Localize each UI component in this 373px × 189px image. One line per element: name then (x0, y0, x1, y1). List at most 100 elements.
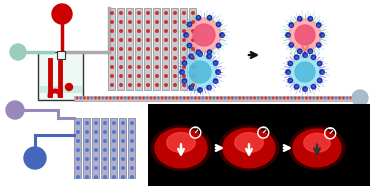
Bar (108, 8, 115, 90)
Circle shape (147, 48, 149, 50)
Circle shape (165, 57, 167, 59)
Bar (183, 61, 186, 64)
Circle shape (128, 97, 129, 99)
Circle shape (129, 57, 131, 59)
Circle shape (102, 97, 104, 99)
Circle shape (120, 75, 122, 77)
Bar (216, 70, 219, 74)
Circle shape (269, 97, 270, 99)
Bar (189, 55, 192, 58)
Circle shape (87, 97, 89, 99)
Circle shape (95, 158, 97, 160)
Circle shape (76, 97, 78, 99)
Circle shape (86, 176, 88, 178)
Bar (289, 79, 292, 82)
Circle shape (143, 97, 144, 99)
Circle shape (339, 97, 341, 99)
Bar (92, 118, 99, 178)
Circle shape (192, 57, 194, 59)
Circle shape (280, 97, 281, 99)
Polygon shape (167, 133, 195, 152)
Circle shape (10, 44, 26, 60)
Bar (144, 8, 151, 90)
Circle shape (308, 17, 313, 21)
Circle shape (187, 18, 221, 52)
Circle shape (111, 66, 113, 68)
Bar (180, 8, 187, 90)
Circle shape (189, 85, 193, 90)
Circle shape (174, 39, 176, 41)
Bar (185, 33, 188, 36)
Circle shape (132, 97, 133, 99)
Bar (39, 86, 82, 93)
Circle shape (95, 122, 97, 124)
Circle shape (52, 4, 72, 24)
Circle shape (288, 61, 292, 66)
Circle shape (332, 97, 333, 99)
Bar (189, 8, 196, 90)
Bar (214, 80, 217, 83)
Circle shape (104, 149, 106, 151)
Circle shape (165, 48, 167, 50)
Circle shape (86, 131, 88, 133)
Circle shape (169, 97, 170, 99)
Circle shape (106, 97, 107, 99)
Circle shape (156, 57, 158, 59)
Circle shape (113, 158, 115, 160)
Circle shape (147, 30, 149, 32)
Circle shape (24, 147, 46, 169)
Circle shape (104, 140, 106, 142)
Circle shape (189, 54, 193, 59)
Circle shape (113, 131, 115, 133)
Bar (74, 118, 81, 178)
Circle shape (295, 25, 315, 45)
Circle shape (196, 16, 201, 20)
Bar (286, 33, 289, 36)
Circle shape (313, 97, 314, 99)
Circle shape (174, 12, 176, 14)
Circle shape (147, 66, 149, 68)
Circle shape (174, 21, 176, 23)
Bar (57, 51, 65, 59)
Circle shape (165, 39, 167, 41)
Circle shape (138, 21, 140, 23)
Bar (289, 62, 292, 65)
Circle shape (216, 70, 220, 74)
Circle shape (113, 176, 115, 178)
Circle shape (183, 75, 185, 77)
Circle shape (104, 176, 106, 178)
Circle shape (113, 140, 115, 142)
Circle shape (138, 57, 140, 59)
Circle shape (289, 19, 321, 51)
Circle shape (120, 84, 122, 86)
Circle shape (191, 97, 192, 99)
Bar (320, 70, 323, 74)
Circle shape (156, 66, 158, 68)
Bar (119, 118, 126, 178)
Bar (189, 86, 192, 89)
Circle shape (224, 97, 226, 99)
Bar (110, 118, 117, 178)
Circle shape (120, 21, 122, 23)
Circle shape (131, 167, 133, 169)
Bar (181, 70, 184, 74)
Circle shape (286, 70, 290, 74)
Circle shape (193, 24, 215, 46)
Circle shape (77, 131, 79, 133)
Circle shape (209, 97, 211, 99)
Polygon shape (223, 128, 275, 168)
Circle shape (135, 97, 137, 99)
Circle shape (86, 149, 88, 151)
Circle shape (328, 97, 329, 99)
Bar (117, 8, 124, 90)
Circle shape (129, 39, 131, 41)
Circle shape (120, 66, 122, 68)
Circle shape (228, 97, 229, 99)
Circle shape (174, 66, 176, 68)
Circle shape (104, 131, 106, 133)
Circle shape (317, 97, 318, 99)
Circle shape (138, 30, 140, 32)
Circle shape (120, 12, 122, 14)
Circle shape (207, 54, 211, 59)
Circle shape (77, 167, 79, 169)
